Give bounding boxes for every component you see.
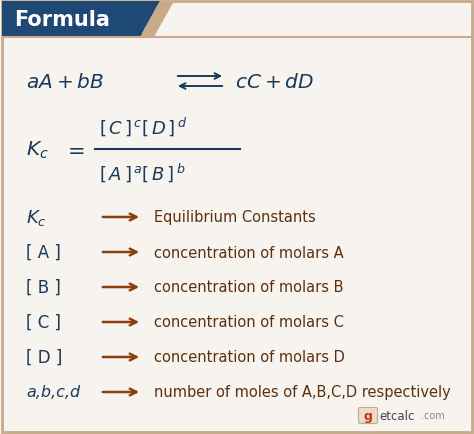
Text: $[\,C\,]^{\,c}[\,D\,]^{\,d}$: $[\,C\,]^{\,c}[\,D\,]^{\,d}$ [99,115,187,138]
Text: Equilibrium Constants: Equilibrium Constants [154,210,316,225]
Text: [ C ]: [ C ] [26,313,61,331]
Polygon shape [140,2,174,38]
Text: $K_c$: $K_c$ [26,139,49,160]
Text: [ B ]: [ B ] [26,278,61,296]
Text: Formula: Formula [14,10,110,30]
Text: concentration of molars B: concentration of molars B [154,280,344,295]
Text: g: g [364,409,373,422]
Text: $K_c$: $K_c$ [26,207,46,227]
Text: concentration of molars C: concentration of molars C [154,315,344,330]
Text: $=$: $=$ [63,140,84,160]
Text: $[\,A\,]^{\,a}[\,B\,]^{\,b}$: $[\,A\,]^{\,a}[\,B\,]^{\,b}$ [99,161,185,184]
Text: concentration of molars D: concentration of molars D [154,350,345,365]
Text: $\mathit{cC} + \mathit{dD}$: $\mathit{cC} + \mathit{dD}$ [235,72,314,91]
Text: concentration of molars A: concentration of molars A [154,245,344,260]
Bar [2,2,142,38]
Text: [ A ]: [ A ] [26,243,61,261]
Text: $\mathit{aA} + \mathit{bB}$: $\mathit{aA} + \mathit{bB}$ [26,72,104,91]
Text: etcalc: etcalc [379,409,414,422]
FancyBboxPatch shape [358,408,377,424]
Polygon shape [2,2,160,38]
Text: [ D ]: [ D ] [26,348,63,366]
Text: .com: .com [421,411,445,421]
Text: number of moles of A,B,C,D respectively: number of moles of A,B,C,D respectively [154,385,451,400]
Text: a,b,c,d: a,b,c,d [26,385,80,400]
